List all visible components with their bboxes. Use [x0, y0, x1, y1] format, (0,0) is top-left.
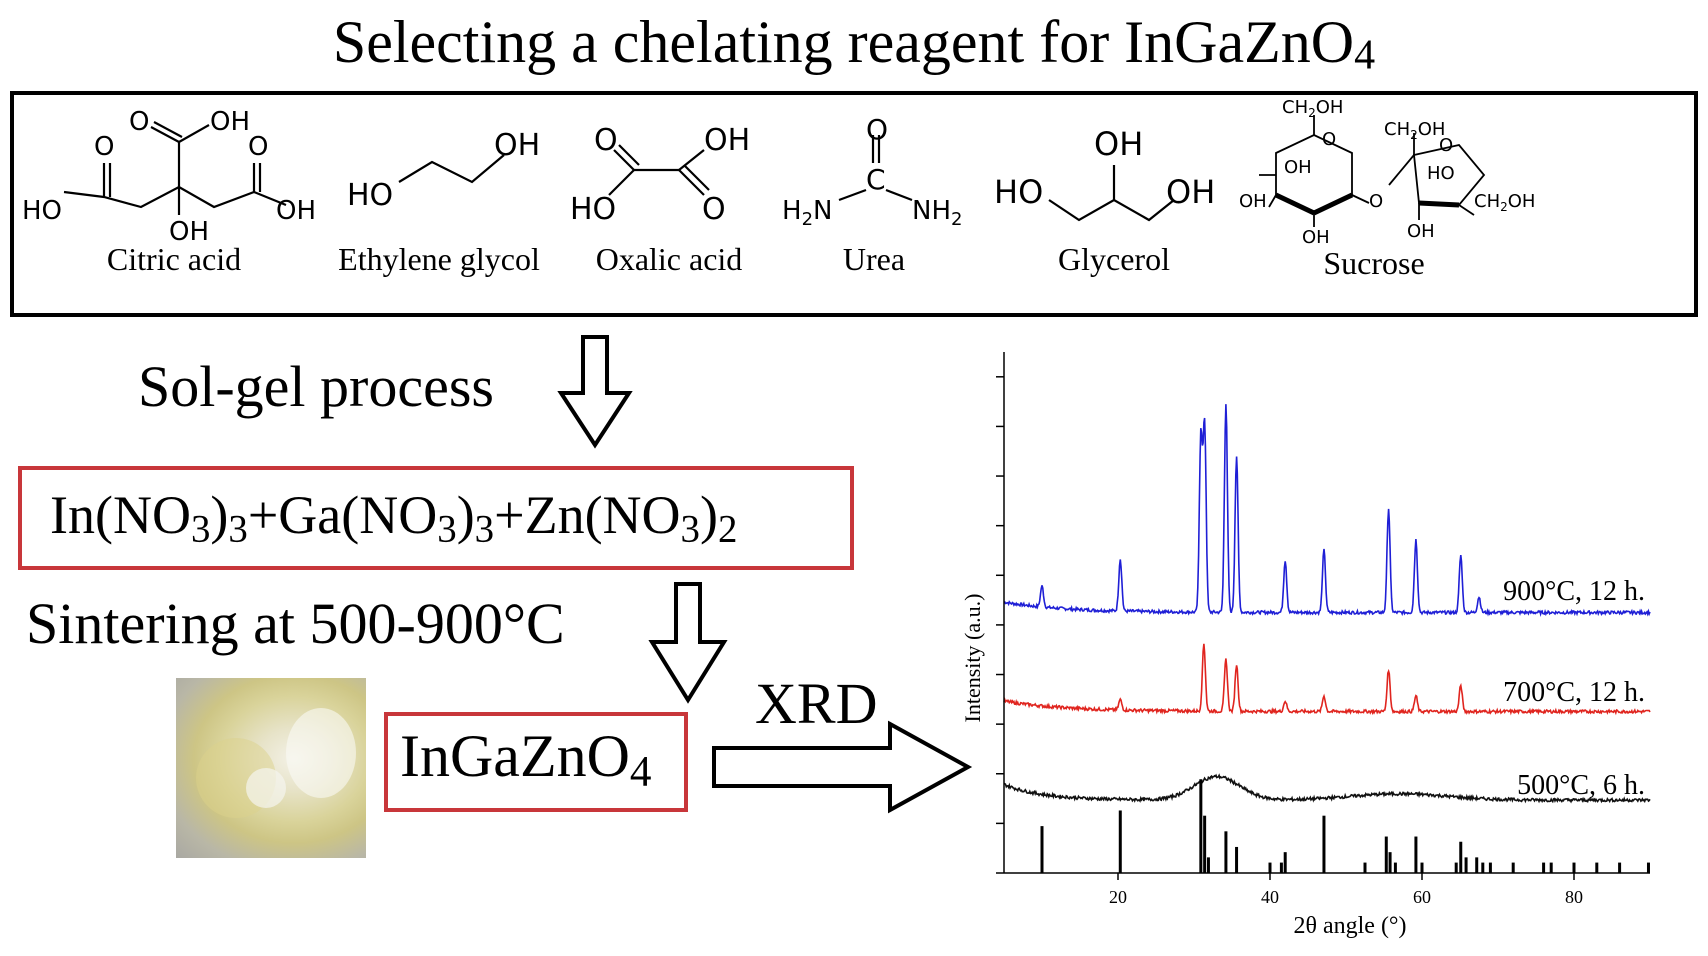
series-line	[1003, 643, 1651, 716]
sintering-step-label: Sintering at 500-900°C	[26, 591, 565, 656]
svg-text:HO: HO	[347, 178, 393, 213]
svg-text:HO: HO	[1427, 163, 1455, 184]
svg-text:OH: OH	[1166, 173, 1215, 211]
svg-text:OH: OH	[276, 196, 316, 226]
urea-structure: O C H2N NH2	[782, 113, 962, 230]
svg-text:CH2OH: CH2OH	[1282, 97, 1343, 120]
svg-text:O: O	[1369, 191, 1383, 212]
svg-text:OH: OH	[494, 128, 540, 163]
sucrose-label: Sucrose	[1323, 245, 1425, 281]
ethylene-glycol-label: Ethylene glycol	[338, 241, 540, 277]
svg-text:OH: OH	[169, 217, 209, 247]
right-arrow-icon	[712, 720, 973, 814]
svg-text:HO: HO	[22, 196, 62, 226]
reactants-formula: In(NO3)3+Ga(NO3)3+Zn(NO3)2	[50, 485, 738, 551]
down-arrow-icon	[557, 335, 633, 449]
reactants-box: In(NO3)3+Ga(NO3)3+Zn(NO3)2	[18, 466, 854, 570]
x-tick-label: 60	[1413, 887, 1431, 907]
oxalic-acid-label: Oxalic acid	[595, 241, 743, 277]
svg-text:OH: OH	[1302, 227, 1330, 248]
citric-acid-label: Citric acid	[106, 241, 242, 277]
svg-text:OH: OH	[1407, 221, 1435, 242]
glycerol-structure: HO OH OH	[994, 125, 1215, 222]
sol-gel-step-label: Sol-gel process	[138, 354, 494, 419]
ethylene-glycol-structure: HO OH	[347, 128, 540, 213]
svg-text:O: O	[594, 123, 618, 158]
oxalic-acid-structure: O OH HO O	[570, 123, 750, 227]
series-label-900: 900°C, 12 h.	[1503, 576, 1645, 607]
svg-text:H2N: H2N	[782, 196, 832, 230]
product-box: InGaZnO4	[384, 712, 688, 812]
series-label-500: 500°C, 6 h.	[1517, 770, 1645, 801]
y-axis-label: Intensity (a.u.)	[960, 594, 985, 723]
urea-label: Urea	[842, 241, 906, 277]
series-line	[1003, 773, 1651, 804]
svg-text:CH2OH: CH2OH	[1384, 119, 1445, 142]
product-formula: InGaZnO4	[400, 723, 652, 796]
svg-text:O: O	[248, 132, 268, 162]
svg-text:OH: OH	[1284, 157, 1312, 178]
svg-text:NH2: NH2	[912, 196, 962, 230]
series-label-700: 700°C, 12 h.	[1503, 677, 1645, 708]
svg-text:O: O	[866, 113, 888, 146]
glycerol-label: Glycerol	[1058, 241, 1170, 277]
chelating-reagents-panel: O O O OH HO OH OH HO OH O OH HO O	[10, 91, 1698, 317]
svg-text:O: O	[1322, 129, 1336, 150]
citric-acid-structure: O O O OH HO OH OH	[22, 107, 316, 247]
svg-text:O: O	[1439, 135, 1453, 156]
xrd-step-label: XRD	[755, 671, 878, 736]
x-axis-label: 2θ angle (°)	[1293, 913, 1406, 939]
svg-text:O: O	[702, 192, 726, 227]
x-tick-label: 40	[1261, 887, 1279, 907]
page-title: Selecting a chelating reagent for InGaZn…	[332, 9, 1376, 79]
svg-text:HO: HO	[994, 173, 1043, 211]
down-arrow-icon	[648, 582, 728, 704]
svg-text:O: O	[129, 107, 149, 137]
svg-text:CH2OH: CH2OH	[1474, 191, 1535, 214]
svg-text:C: C	[866, 163, 886, 196]
svg-text:O: O	[94, 132, 114, 162]
svg-text:OH: OH	[704, 123, 750, 158]
molecule-structures: O O O OH HO OH OH HO OH O OH HO O	[22, 97, 1535, 248]
series-line	[1003, 404, 1651, 617]
ingazno4-powder-photo	[176, 678, 366, 858]
svg-text:HO: HO	[570, 192, 616, 227]
xrd-chart: 20 40 60 80 2θ angle (°) Intensity (a.u.) 9…	[960, 352, 1651, 939]
x-tick-label: 20	[1109, 887, 1127, 907]
svg-text:OH: OH	[1094, 125, 1143, 163]
x-tick-label: 80	[1565, 887, 1583, 907]
svg-text:OH: OH	[1239, 191, 1267, 212]
sucrose-structure: CH2OH O OH OH OH O CH2OH O HO CH2OH OH	[1239, 97, 1535, 248]
svg-text:OH: OH	[210, 107, 250, 137]
